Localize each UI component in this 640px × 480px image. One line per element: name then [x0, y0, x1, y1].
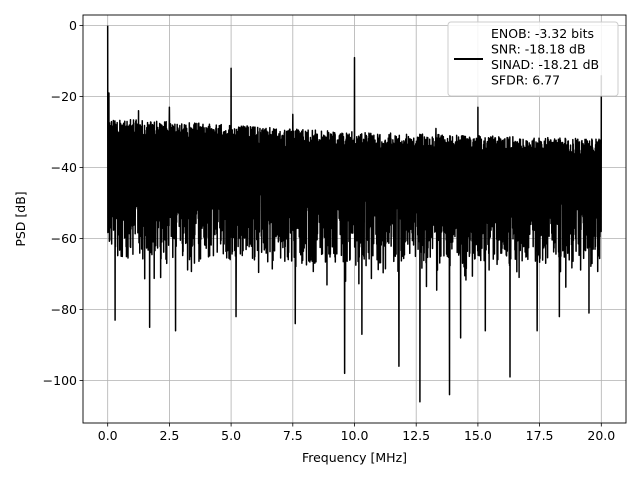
ticks: 0.0 2.5 5.0 7.5 10.0 12.5 15.0 17.5 20.0 0 −20 −40 −… — [43, 18, 616, 443]
x-tick-label: 0.0 — [98, 428, 118, 443]
legend-line: SINAD: -18.21 dB — [491, 57, 599, 72]
x-tick-label: 7.5 — [283, 428, 303, 443]
x-axis-label: Frequency [MHz] — [302, 450, 407, 465]
legend-line: SFDR: 6.77 — [491, 73, 560, 88]
y-tick-label: 0 — [69, 18, 77, 33]
legend-line: SNR: -18.18 dB — [491, 42, 586, 57]
x-tick-label: 20.0 — [587, 428, 615, 443]
y-axis-label: PSD [dB] — [13, 191, 28, 246]
y-tick-label: −60 — [51, 231, 77, 246]
y-tick-label: −20 — [51, 89, 77, 104]
y-tick-label: −100 — [43, 373, 77, 388]
legend-line: ENOB: -3.32 bits — [491, 26, 594, 41]
x-tick-label: 15.0 — [464, 428, 492, 443]
legend-box — [447, 21, 619, 97]
legend-label: ENOB: -3.32 bits SNR: -18.18 dB SINAD: -18… — [491, 26, 599, 88]
x-tick-label: 2.5 — [159, 428, 179, 443]
x-tick-label: 17.5 — [526, 428, 554, 443]
y-tick-label: −40 — [51, 160, 77, 175]
x-tick-label: 10.0 — [341, 428, 369, 443]
plot-area — [106, 25, 603, 403]
x-tick-label: 5.0 — [221, 428, 241, 443]
psd-trace — [106, 25, 603, 403]
legend: ENOB: -3.32 bits SNR: -18.18 dB SINAD: -18… — [447, 21, 619, 97]
y-tick-label: −80 — [51, 302, 77, 317]
axes-frame — [82, 14, 627, 424]
x-tick-label: 12.5 — [402, 428, 430, 443]
